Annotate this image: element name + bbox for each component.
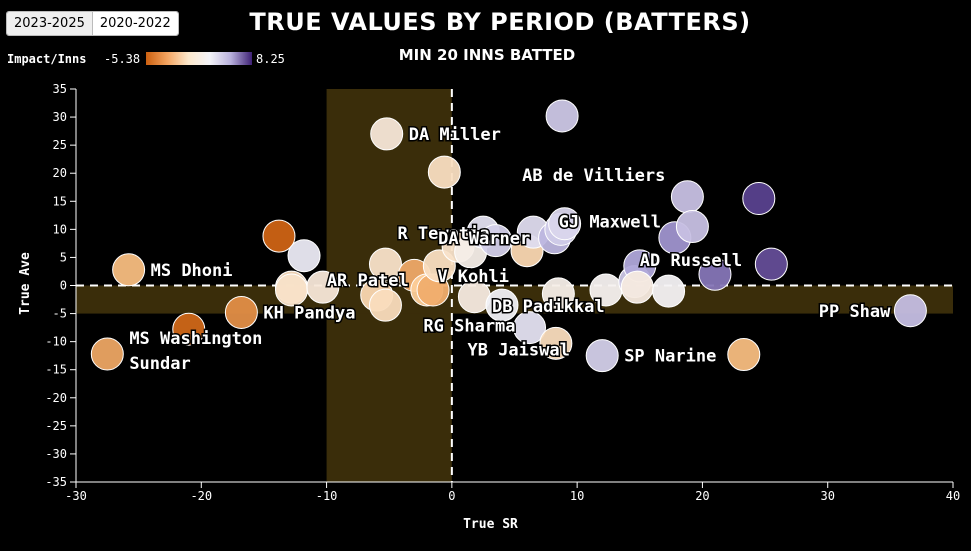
legend-label: Impact/Inns (7, 52, 87, 66)
point-label: DB Padikkal (492, 297, 605, 317)
y-tick-label: -25 (45, 419, 67, 433)
point-label: DA Warner (438, 229, 530, 249)
point-label: SP Narine (624, 347, 716, 367)
x-tick-label: 20 (695, 489, 709, 503)
y-tick-label: 20 (53, 166, 67, 180)
data-point (368, 288, 402, 322)
period-toggle[interactable]: 2023-2025 2020-2022 (6, 11, 179, 36)
point-label: MS Washington Sundar (129, 329, 262, 374)
y-tick-label: -5 (53, 307, 67, 321)
y-tick-label: -30 (45, 447, 67, 461)
y-tick-label: 15 (53, 194, 67, 208)
data-point (112, 253, 146, 287)
point-label: AB de Villiers (522, 166, 665, 186)
y-tick-label: 5 (60, 250, 67, 264)
point-label: KH Pandya (263, 303, 355, 323)
chart-subtitle: MIN 20 INNS BATTED (398, 46, 576, 64)
data-point (548, 207, 582, 241)
y-tick-label: -15 (45, 363, 67, 377)
x-tick-label: 10 (570, 489, 584, 503)
y-tick-label: 35 (53, 82, 67, 96)
data-point (652, 274, 686, 308)
y-tick-label: -20 (45, 391, 67, 405)
data-point (306, 270, 340, 304)
point-label: V Kohli (437, 267, 509, 287)
data-point (727, 338, 761, 372)
legend-min: -5.38 (104, 52, 141, 66)
y-tick-label: 10 (53, 222, 67, 236)
data-point (893, 294, 927, 328)
data-point (274, 273, 308, 307)
data-point (262, 219, 296, 253)
data-point (368, 247, 402, 281)
data-point (541, 277, 575, 311)
data-point (287, 239, 321, 273)
data-point (742, 181, 776, 215)
x-tick-label: 30 (820, 489, 834, 503)
legend-max: 8.25 (256, 52, 285, 66)
data-point (670, 180, 704, 214)
point-label: MS Dhoni (151, 261, 233, 281)
y-axis-title: True Ave (18, 252, 33, 315)
y-tick-label: 30 (53, 110, 67, 124)
chart-title: TRUE VALUES BY PERIOD (BATTERS) (249, 8, 751, 36)
data-point (620, 270, 654, 304)
x-tick-label: -30 (65, 489, 87, 503)
point-label: YB Jaiswal (467, 340, 569, 360)
x-tick-label: 0 (448, 489, 455, 503)
y-tick-label: 0 (60, 279, 67, 293)
tab-2020-2022[interactable]: 2020-2022 (91, 12, 178, 35)
point-label: AR Patel (327, 271, 409, 291)
data-point (485, 288, 519, 322)
data-point (172, 312, 206, 346)
point-label: DA Miller (409, 125, 501, 145)
point-label: GJ Maxwell (559, 213, 661, 233)
data-point (479, 224, 513, 258)
data-point (427, 155, 461, 189)
data-point (513, 311, 547, 345)
point-label: RG Sharma (423, 317, 515, 337)
x-tick-label: 40 (946, 489, 960, 503)
data-point (545, 99, 579, 133)
data-point (675, 210, 709, 244)
data-point (90, 337, 124, 371)
x-tick-label: -20 (190, 489, 212, 503)
legend-color-bar (146, 52, 252, 65)
data-point (224, 295, 258, 329)
y-tick-label: 25 (53, 138, 67, 152)
x-tick-label: -10 (316, 489, 338, 503)
data-point (539, 326, 573, 360)
point-label: R Tewatia (397, 224, 489, 244)
y-tick-label: -10 (45, 335, 67, 349)
point-label: AD Russell (640, 251, 742, 271)
data-point (698, 257, 732, 291)
data-point (370, 117, 404, 151)
y-tick-label: -35 (45, 475, 67, 489)
tab-2023-2025[interactable]: 2023-2025 (7, 12, 92, 35)
data-point (585, 339, 619, 373)
point-label: PP Shaw (819, 302, 891, 322)
data-point (754, 247, 788, 281)
x-axis-title: True SR (463, 517, 518, 532)
